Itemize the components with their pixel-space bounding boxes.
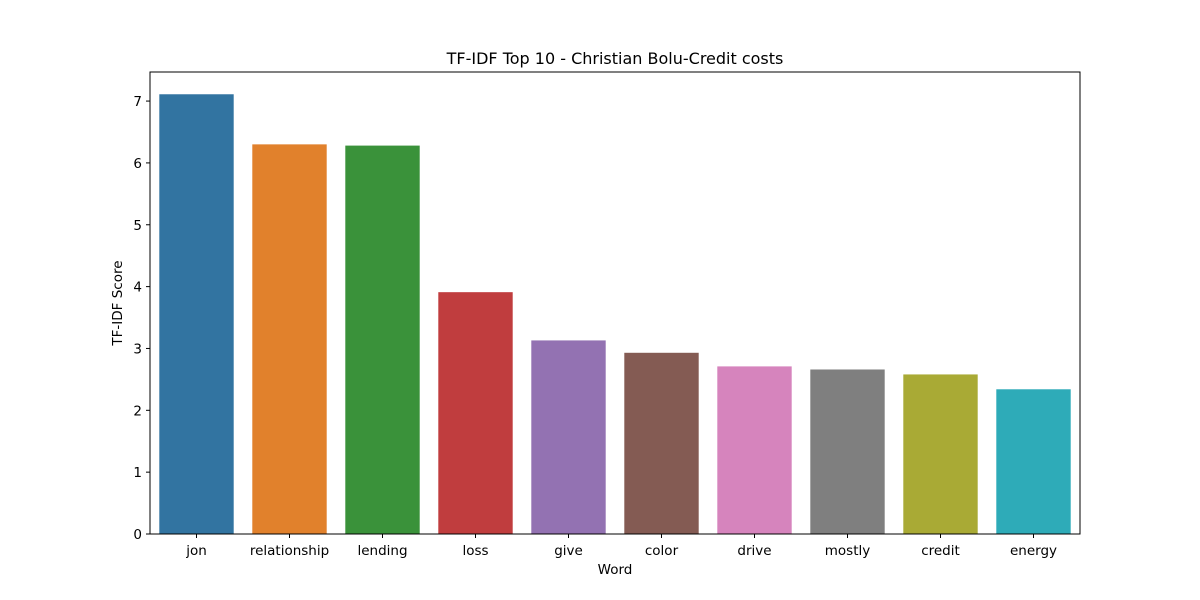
plot-frame — [149, 71, 1081, 535]
y-tick-label: 3 — [133, 341, 142, 357]
x-tick-label: energy — [1010, 543, 1057, 559]
x-tick-label: color — [645, 543, 679, 559]
x-axis: jon relationship lending loss give color drive… — [185, 534, 1057, 559]
bar-give — [531, 340, 606, 534]
x-tick-label: credit — [921, 543, 960, 559]
x-tick-label: mostly — [825, 543, 870, 559]
bar-credit — [903, 374, 978, 534]
y-tick-label: 4 — [133, 280, 142, 296]
y-tick-label: 6 — [133, 156, 142, 172]
bar-drive — [717, 366, 792, 534]
x-tick-label: give — [554, 543, 583, 559]
bar-jon — [159, 94, 234, 534]
bars-group — [159, 94, 1071, 534]
y-axis: 0 1 2 3 4 5 6 7 — [133, 94, 150, 543]
bar-energy — [996, 389, 1071, 534]
bar-color — [624, 352, 699, 534]
x-axis-label: Word — [598, 562, 633, 578]
y-tick-label: 7 — [133, 94, 142, 110]
y-axis-label: TF-IDF Score — [110, 260, 126, 346]
x-tick-label: drive — [737, 543, 771, 559]
x-tick-label: jon — [185, 543, 207, 559]
y-tick-label: 2 — [133, 403, 142, 419]
x-tick-label: loss — [462, 543, 488, 559]
bar-loss — [438, 292, 513, 534]
x-tick-label: lending — [357, 543, 407, 559]
bar-mostly — [810, 369, 885, 534]
chart-title: TF-IDF Top 10 - Christian Bolu-Credit co… — [446, 49, 784, 68]
y-tick-label: 5 — [133, 218, 142, 234]
x-tick-label: relationship — [250, 543, 329, 559]
bar-lending — [345, 145, 420, 534]
y-tick-label: 0 — [133, 527, 142, 543]
y-tick-label: 1 — [133, 465, 142, 481]
bar-relationship — [252, 144, 327, 534]
